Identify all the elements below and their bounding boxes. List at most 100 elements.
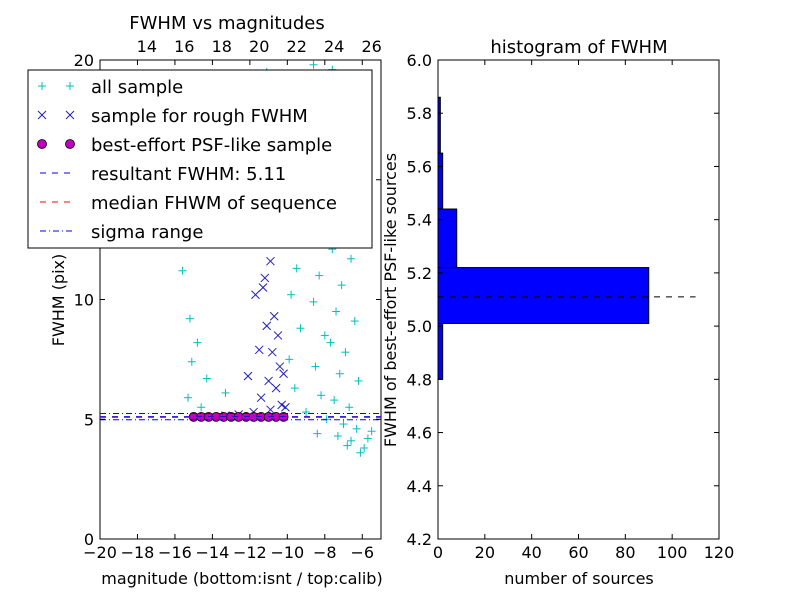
histogram-bar xyxy=(437,322,444,380)
point-plus xyxy=(339,420,348,429)
point-x xyxy=(254,345,264,355)
legend-entry-median-fwhm: median FHWM of sequence xyxy=(40,193,337,214)
legend-label: sample for rough FWHM xyxy=(91,106,308,127)
point-x xyxy=(256,393,266,403)
point-plus xyxy=(287,290,296,299)
point-plus xyxy=(347,436,356,445)
point-plus xyxy=(193,338,202,347)
x-tick-label: −14 xyxy=(196,543,230,562)
legend-marker-x xyxy=(37,110,75,120)
point-plus xyxy=(290,384,299,393)
legend-label: sigma range xyxy=(91,222,203,243)
x-tick-label: −8 xyxy=(313,543,337,562)
y-tick-label: 5.4 xyxy=(407,211,432,230)
point-x xyxy=(262,321,272,331)
point-plus xyxy=(330,396,339,405)
top-x-tick-label: 16 xyxy=(174,37,194,56)
y-tick-label: 5 xyxy=(84,410,94,429)
y-tick-label: 20 xyxy=(74,51,94,70)
legend-entry-psf-sample: best-effort PSF-like sample xyxy=(37,135,332,156)
point-plus xyxy=(333,432,342,441)
point-plus xyxy=(326,338,335,347)
histogram-bars xyxy=(437,96,650,380)
point-x xyxy=(251,290,260,300)
point-plus xyxy=(221,388,230,397)
top-x-tick-label: 24 xyxy=(324,37,344,56)
top-x-tick-label: 26 xyxy=(361,37,381,56)
histogram-y-axis-label: FWHM of best-effort PSF-like sources xyxy=(381,153,400,447)
point-plus xyxy=(354,376,363,385)
scatter-reference-lines xyxy=(100,413,381,421)
x-tick-label: −6 xyxy=(350,543,374,562)
legend-marker-glyph xyxy=(66,82,74,90)
point-plus xyxy=(360,443,369,452)
point-x xyxy=(258,283,268,292)
legend-marker-glyph xyxy=(37,139,47,149)
point-x xyxy=(277,400,287,410)
legend-marker-glyph xyxy=(37,110,47,120)
y-tick-label: 4.6 xyxy=(407,424,432,443)
x-tick-label: 40 xyxy=(521,543,541,562)
point-plus xyxy=(320,331,329,340)
point-plus xyxy=(202,374,211,383)
histogram-x-ticks: 0 20 40 60 80 100 120 xyxy=(433,60,734,562)
legend-label: best-effort PSF-like sample xyxy=(91,135,332,156)
y-tick-label: 5.2 xyxy=(407,264,432,283)
point-plus xyxy=(296,324,305,333)
point-plus xyxy=(285,355,294,364)
legend-marker-circle xyxy=(37,139,75,149)
histogram-bar xyxy=(437,267,650,324)
x-tick-label: −16 xyxy=(158,543,192,562)
point-plus xyxy=(309,60,318,69)
histogram-x-axis-label: number of sources xyxy=(504,569,654,588)
histogram-title: histogram of FWHM xyxy=(490,37,667,58)
scatter-panel: −20 −18 −16 −14 −12 −10 −8 −6 14 16 18 20 22 24 26 0 5… xyxy=(27,13,383,588)
legend-label: resultant FWHM: 5.11 xyxy=(91,164,286,185)
point-plus xyxy=(197,403,206,412)
top-x-tick-label: 14 xyxy=(137,37,157,56)
histogram-bar xyxy=(437,96,441,154)
y-tick-label: 0 xyxy=(84,530,94,549)
top-x-tick-label: 18 xyxy=(212,37,232,56)
point-plus xyxy=(302,408,311,417)
point-x xyxy=(275,362,285,371)
point-plus xyxy=(292,264,301,273)
legend-label: all sample xyxy=(91,77,183,98)
point-x xyxy=(264,376,273,386)
point-x xyxy=(243,371,253,381)
scatter-title: FWHM vs magnitudes xyxy=(129,13,324,34)
point-plus xyxy=(352,424,361,433)
point-plus xyxy=(335,369,344,378)
x-tick-label: 20 xyxy=(475,543,495,562)
y-tick-label: 4.4 xyxy=(407,477,432,496)
y-tick-label: 5.6 xyxy=(407,157,432,176)
x-tick-label: 120 xyxy=(704,543,735,562)
point-plus xyxy=(341,348,350,357)
x-tick-label: 60 xyxy=(568,543,588,562)
point-plus xyxy=(309,297,318,306)
y-tick-label: 10 xyxy=(74,291,94,310)
scatter-top-ticks: 14 16 18 20 22 24 26 xyxy=(137,37,382,56)
point-x xyxy=(271,383,281,393)
point-plus xyxy=(350,317,359,326)
legend-entry-rough-sample: sample for rough FWHM xyxy=(37,106,308,127)
point-x xyxy=(260,273,270,283)
point-plus xyxy=(184,393,193,402)
point-plus xyxy=(313,429,322,438)
point-plus xyxy=(317,391,326,400)
x-tick-label: 100 xyxy=(657,543,688,562)
point-plus xyxy=(178,266,187,275)
legend-marker-plus xyxy=(38,82,74,90)
scatter-x-ticks: −20 −18 −16 −14 −12 −10 −8 −6 xyxy=(83,60,374,562)
point-x xyxy=(269,311,279,321)
point-x xyxy=(281,402,290,412)
legend-entry-sigma-range: sigma range xyxy=(40,222,203,243)
legend-box xyxy=(27,69,373,249)
x-tick-label: −10 xyxy=(270,543,304,562)
legend-entry-resultant-fwhm: resultant FWHM: 5.11 xyxy=(40,164,286,185)
legend-label: median FHWM of sequence xyxy=(91,193,337,214)
point-x xyxy=(267,347,277,357)
y-tick-label: 4.2 xyxy=(407,530,432,549)
point-plus xyxy=(345,403,354,412)
